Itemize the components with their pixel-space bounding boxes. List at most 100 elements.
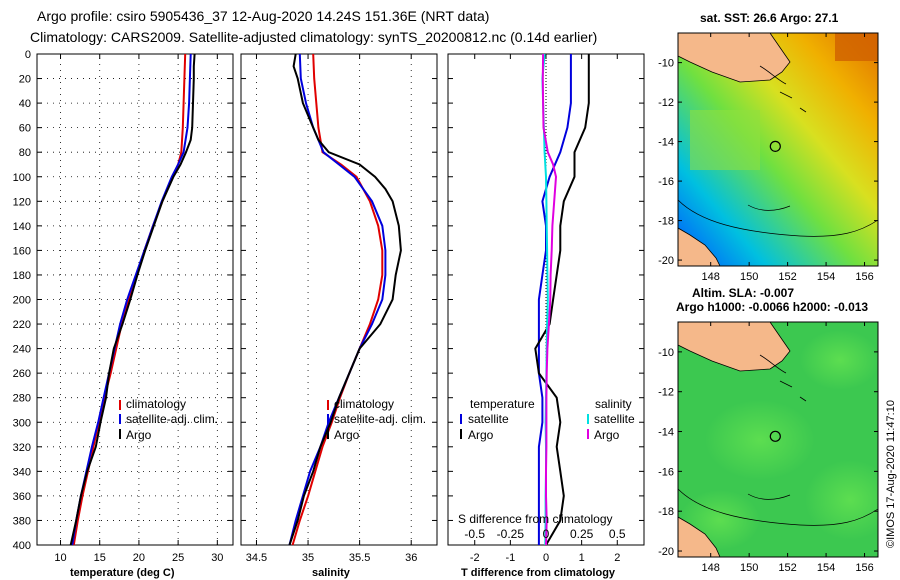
imos-credit: ©IMOS 17-Aug-2020 11:47:10 [885,400,897,548]
depth-tick-label: 200 [13,295,31,307]
depth-tick-label: 360 [13,491,31,503]
map-x-tick-label: 156 [855,271,873,283]
map-y-tick-label: -20 [658,255,674,267]
legend-argo: Argo [334,428,360,442]
sst-map: sat. SST: 26.6 Argo: 27.1 148 150 152 154 15… [658,11,879,283]
map-y-tick-label: -18 [658,216,674,228]
sla-map-title-2: Argo h1000: -0.0066 h2000: -0.013 [676,300,868,314]
depth-tick-label: 380 [13,515,31,527]
x-tick-label: 20 [133,552,145,564]
depth-tick-labels: 0 20 40 60 80 100 120 140 160 180 200 220 240 260 280 3… [13,49,644,552]
x-tick-label: 0 [543,552,549,564]
s-tick-label: -0.5 [464,527,485,541]
t-difference-tick-labels: -2 -1 0 1 2 [470,552,620,564]
depth-tick-label: 20 [19,74,31,86]
sla-map-frame [677,321,879,558]
legend-t-argo: Argo [468,428,494,442]
sla-map: Altim. SLA: -0.007 Argo h1000: -0.0066 h… [658,286,879,574]
x-tick-label: 2 [614,552,620,564]
map-y-tick-label: -20 [658,546,674,558]
difference-panel: -2 -1 0 1 2 T difference from climatology te… [447,53,645,579]
legend-t-satellite: satellite [468,412,509,426]
map-x-tick-label: 156 [855,562,873,574]
depth-tick-label: 120 [13,196,31,208]
salinity-tick-labels: 34.5 35 35.5 36 [246,552,418,564]
x-tick-label: 1 [579,552,585,564]
difference-legend: temperature satellite Argo salinity sate… [458,397,635,541]
map-x-tick-label: 152 [778,271,796,283]
legend-argo: Argo [126,428,152,442]
depth-tick-label: 400 [13,540,31,552]
map-x-tick-label: 150 [740,562,758,574]
depth-tick-label: 320 [13,442,31,454]
series-t-satellite [537,54,572,545]
temperature-grid [41,54,228,545]
depth-tick-label: 300 [13,417,31,429]
sla-land-australia [678,516,721,557]
legend-salinity-heading: salinity [595,397,632,411]
sla-map-title-1: Altim. SLA: -0.007 [692,286,794,300]
temperature-xlabel: temperature (deg C) [70,567,175,579]
salinity-xlabel: salinity [312,567,351,579]
series-satellite-adj-clim- [288,53,387,546]
temperature-legend: climatology satellite-adj. clim. Argo [119,397,218,442]
title-line-2: Climatology: CARS2009. Satellite-adjuste… [30,29,597,45]
series-climatology [291,53,384,546]
x-tick-label: 30 [211,552,223,564]
x-tick-label: 35 [302,552,314,564]
map-x-tick-label: 154 [817,562,835,574]
sst-map-frame [677,32,879,267]
x-tick-label: -2 [470,552,480,564]
legend-climatology: climatology [334,397,394,411]
series-satellite-adj-clim- [71,53,192,546]
depth-tick-label: 60 [19,123,31,135]
sla-profile-marker [769,430,781,442]
depth-tick-label: 260 [13,368,31,380]
depth-tick-label: 340 [13,466,31,478]
x-tick-label: 34.5 [246,552,267,564]
depth-tick-label: 240 [13,344,31,356]
s-tick-label: -0.25 [497,527,525,541]
s-tick-label: 0.25 [570,527,594,541]
s-tick-label: 0.5 [609,527,626,541]
sst-profile-marker [769,140,781,152]
map-y-tick-label: -16 [658,176,674,188]
sst-map-title: sat. SST: 26.6 Argo: 27.1 [700,11,839,25]
legend-s-argo: Argo [594,428,620,442]
map-y-tick-label: -14 [658,137,674,149]
sst-land-australia [678,227,721,266]
legend-satellite: satellite-adj. clim. [126,412,218,426]
legend-s-satellite: satellite [594,412,635,426]
sst-land-png [678,33,791,83]
depth-tick-label: 280 [13,393,31,405]
map-x-tick-label: 152 [778,562,796,574]
map-x-tick-label: 154 [817,271,835,283]
series-argo [69,53,196,546]
legend-climatology: climatology [126,397,186,411]
sla-blob [800,330,878,390]
map-y-tick-label: -14 [658,427,674,439]
x-tick-label: -1 [505,552,515,564]
series-s-argo [541,53,558,546]
map-y-tick-label: -10 [658,347,674,359]
sst-map-ticks: 148 150 152 154 156 -10 -12 -14 -16 -18 -20 [658,33,878,283]
x-tick-label: 35.5 [349,552,370,564]
salinity-series [288,53,402,546]
x-tick-label: 36 [405,552,417,564]
temperature-series [69,53,196,546]
sla-islands [759,354,807,402]
depth-tick-label: 220 [13,319,31,331]
series-t-argo [534,54,590,546]
temperature-panel: 0204060801001201401601802002202402602803… [13,49,644,579]
sla-map-ticks: 148 150 152 154 156 -10 -12 -14 -16 -18 -20 [658,322,878,574]
series-argo [288,53,402,546]
s-difference-tick-labels: -0.5 -0.25 0 0.25 0.5 [464,527,626,541]
map-y-tick-label: -10 [658,58,674,70]
x-tick-label: 10 [54,552,66,564]
legend-temperature-heading: temperature [470,397,535,411]
sla-blob [705,400,815,480]
sst-reef-contour [747,204,791,211]
depth-tick-label: 100 [13,172,31,184]
sla-shelf-contour [678,488,878,526]
